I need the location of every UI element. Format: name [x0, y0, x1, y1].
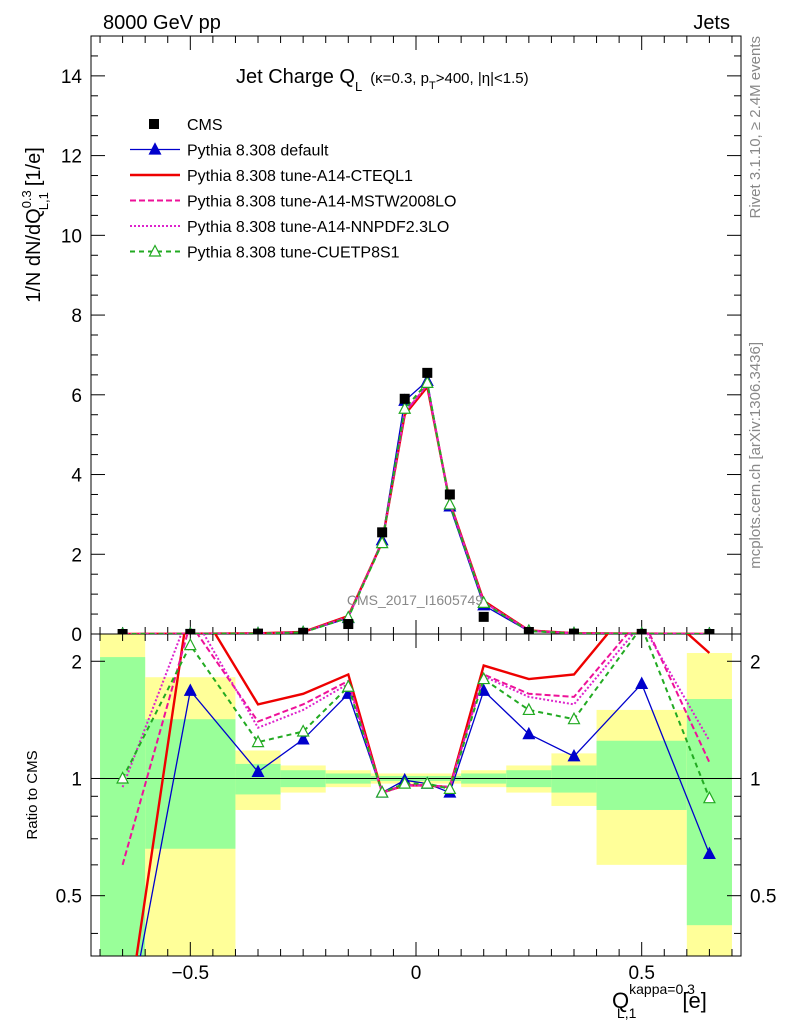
cms-point	[422, 367, 433, 378]
y-tick-label-ratio: 0.5	[56, 887, 82, 908]
ratio-marker-series-5	[702, 790, 716, 804]
chart-legend: CMS Pythia 8.308 default Pythia 8.308 tune…	[130, 117, 456, 262]
ratio-marker-series-1	[477, 683, 491, 696]
ratio-line-series-3	[121, 634, 711, 866]
main-marker-series-5	[375, 535, 389, 549]
svg-text:1/N dN/dQ0.3L,1[1/e]: 1/N dN/dQ0.3 L,1[1/e]	[19, 147, 51, 303]
cms-point	[478, 611, 489, 622]
mcplots-source-label: mcplots.cern.ch [arXiv:1306.3436]	[747, 342, 764, 569]
x-tick-label: −0.5	[172, 963, 210, 984]
x-tick-label: 0	[411, 963, 422, 984]
y-tick-label-main: 14	[61, 67, 83, 88]
band-inner-0	[100, 657, 146, 956]
ratio-marker-series-5	[296, 724, 310, 737]
rivet-events-label: Rivet 3.1.10, ≥ 2.4M events	[747, 36, 764, 219]
ratio-line-series-1	[139, 682, 711, 956]
legend-marker-triangle	[148, 142, 162, 155]
ratio-line-series-4	[121, 634, 711, 794]
x-tick-label: 0.5	[628, 963, 654, 984]
y-tick-label-ratio: 1	[71, 769, 82, 790]
ratio-marker-series-5	[251, 734, 265, 748]
legend-label: Pythia 8.308 tune-A14-CTEQL1	[187, 168, 413, 185]
ratio-marker-series-5	[443, 781, 457, 795]
ratio-marker-series-1	[296, 732, 310, 745]
band-inner-9	[551, 765, 597, 793]
band-inner-10	[596, 740, 687, 810]
y-axis-label-ratio: Ratio to CMS	[24, 750, 41, 839]
y-tick-label-main: 10	[61, 226, 82, 247]
analysis-watermark: CMS_2017_I1605749	[347, 592, 483, 608]
y-tick-label-main: 4	[71, 466, 82, 487]
y-tick-label-main: 12	[61, 147, 82, 168]
cms-point	[704, 629, 715, 634]
band-inner-11	[686, 699, 732, 926]
legend-label: Pythia 8.308 default	[187, 143, 329, 160]
ratio-marker-series-5	[477, 671, 491, 685]
ratio-marker-series-5	[567, 711, 581, 725]
ratio-marker-series-1	[567, 749, 581, 762]
legend-label: Pythia 8.308 tune-A14-NNPDF2.3LO	[187, 219, 449, 236]
cms-data-points	[117, 367, 715, 634]
y-tick-label-ratio-right: 2	[750, 652, 761, 673]
ratio-marker-series-5	[375, 785, 389, 798]
cms-point	[523, 627, 534, 634]
header-energy: 8000 GeV pp	[103, 12, 221, 34]
cms-point	[343, 619, 354, 630]
cms-point	[399, 393, 410, 404]
legend-label: Pythia 8.308 tune-CUETP8S1	[187, 245, 400, 262]
cms-point	[568, 628, 579, 634]
ratio-marker-series-5	[116, 771, 130, 784]
cms-point	[444, 489, 455, 500]
ratio-uncertainty-bands	[100, 634, 732, 956]
legend-marker-cms	[149, 119, 159, 129]
legend-label: CMS	[187, 117, 223, 134]
y-tick-label-ratio-right: 0.5	[750, 887, 776, 908]
ratio-marker-series-5	[522, 702, 536, 716]
ratio-marker-series-1	[183, 683, 197, 696]
cms-point	[636, 628, 647, 634]
cms-point	[117, 629, 128, 634]
main-line-series-5	[122, 380, 710, 634]
header-category: Jets	[693, 12, 730, 34]
ratio-line-series-5	[121, 634, 711, 799]
ratio-marker-series-1	[702, 846, 716, 860]
cms-point	[298, 627, 309, 634]
ratio-marker-series-5	[420, 776, 434, 789]
ratio-line-series-2	[135, 634, 711, 956]
y-tick-label-main: 2	[71, 545, 82, 566]
y-tick-label-ratio-right: 1	[750, 769, 761, 790]
legend-label: Pythia 8.308 tune-A14-MSTW2008LO	[187, 194, 456, 211]
main-marker-series-5	[420, 375, 434, 388]
cms-point	[377, 527, 388, 538]
ratio-marker-series-1	[251, 764, 265, 777]
cms-point	[253, 628, 264, 634]
main-marker-series-5	[443, 497, 457, 510]
y-axis-label-main: 1/N dN/dQ0.3 L,1[1/e]	[19, 147, 51, 303]
ratio-series-layer	[116, 634, 716, 956]
main-marker-series-5	[398, 401, 412, 414]
main-line-series-4	[122, 382, 710, 634]
chart-title: Jet Charge QL (κ=0.3, pT>400, |η|<1.5)	[236, 66, 529, 94]
y-tick-label-main: 6	[71, 386, 82, 407]
ratio-marker-series-5	[341, 679, 355, 692]
ratio-marker-series-1	[522, 726, 536, 740]
y-tick-label-ratio: 2	[71, 652, 82, 673]
ratio-marker-series-1	[635, 676, 649, 689]
legend-marker-open-triangle	[148, 244, 162, 257]
ratio-marker-series-5	[398, 776, 412, 789]
band-inner-1	[145, 719, 236, 849]
cms-point	[185, 628, 196, 634]
x-axis-label: Qkappa=0.3 L,1 [e]	[612, 981, 707, 1021]
ratio-marker-series-5	[183, 637, 197, 651]
y-tick-label-main: 8	[71, 306, 82, 327]
main-marker-series-5	[477, 595, 491, 609]
y-tick-label-main: 0	[71, 625, 82, 646]
